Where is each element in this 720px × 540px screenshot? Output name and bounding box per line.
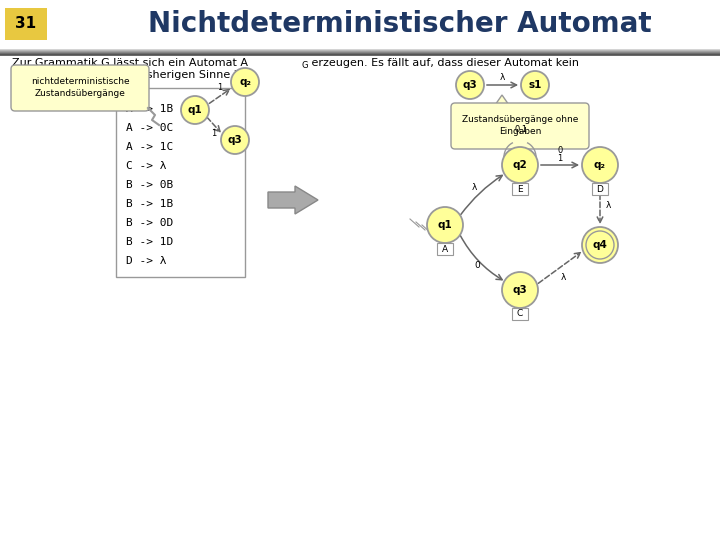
Text: B -> 1D: B -> 1D [126,237,174,247]
Polygon shape [493,95,511,108]
Text: A -> 1C: A -> 1C [126,142,174,152]
Text: Zur Grammatik G lässt sich ein Automat A: Zur Grammatik G lässt sich ein Automat A [12,58,248,68]
Text: q1: q1 [438,220,452,230]
Text: Nichtdeterministischer Automat: Nichtdeterministischer Automat [148,10,652,38]
Text: q3: q3 [463,80,477,90]
Text: A -> 1B: A -> 1B [126,104,174,114]
Text: λ: λ [500,72,505,82]
Text: C: C [517,309,523,319]
Circle shape [181,96,209,124]
FancyBboxPatch shape [451,103,589,149]
Text: D: D [597,185,603,193]
Text: C -> λ: C -> λ [126,161,166,171]
Text: q4: q4 [593,240,608,250]
Text: Zustandsübergänge ohne: Zustandsübergänge ohne [462,114,578,124]
FancyBboxPatch shape [437,243,453,255]
Text: λ: λ [560,273,566,282]
Text: endlicher Automat im bisherigen Sinne ist.: endlicher Automat im bisherigen Sinne is… [12,70,251,80]
Circle shape [502,147,538,183]
FancyBboxPatch shape [512,183,528,195]
FancyBboxPatch shape [11,65,149,111]
FancyBboxPatch shape [116,88,245,277]
Text: 1: 1 [212,129,217,138]
Text: D -> λ: D -> λ [126,256,166,266]
Text: q₂: q₂ [239,77,251,87]
Text: λ: λ [606,200,611,210]
FancyBboxPatch shape [592,183,608,195]
Text: 31: 31 [15,17,37,31]
FancyBboxPatch shape [512,308,528,320]
Text: q2: q2 [513,160,527,170]
Text: A: A [442,245,448,253]
Text: B -> 0D: B -> 0D [126,218,174,228]
Circle shape [521,71,549,99]
Text: q₂: q₂ [594,160,606,170]
Text: 1: 1 [557,154,562,163]
Text: E: E [517,185,523,193]
FancyBboxPatch shape [5,8,47,40]
Text: q3: q3 [513,285,527,295]
Text: nichtdeterministische: nichtdeterministische [31,78,130,86]
Text: Eingaben: Eingaben [499,126,541,136]
Circle shape [231,68,259,96]
Text: q3: q3 [228,135,243,145]
Circle shape [582,147,618,183]
Text: 0: 0 [557,146,562,155]
Text: λ: λ [472,183,477,192]
Text: erzeugen. Es fällt auf, dass dieser Automat kein: erzeugen. Es fällt auf, dass dieser Auto… [308,58,579,68]
Text: B -> 0B: B -> 0B [126,180,174,190]
Text: A -> 0C: A -> 0C [126,123,174,133]
Text: q1: q1 [188,105,202,115]
Text: B -> 1B: B -> 1B [126,199,174,209]
Circle shape [456,71,484,99]
Circle shape [502,272,538,308]
Text: 1: 1 [217,84,222,92]
Polygon shape [268,186,318,214]
Text: G: G [302,61,308,70]
Text: Zustandsübergänge: Zustandsübergänge [35,90,125,98]
Text: 0: 0 [474,261,480,270]
Circle shape [582,227,618,263]
Circle shape [427,207,463,243]
Text: s1: s1 [528,80,541,90]
Text: 0,1: 0,1 [514,125,528,134]
Circle shape [221,126,249,154]
